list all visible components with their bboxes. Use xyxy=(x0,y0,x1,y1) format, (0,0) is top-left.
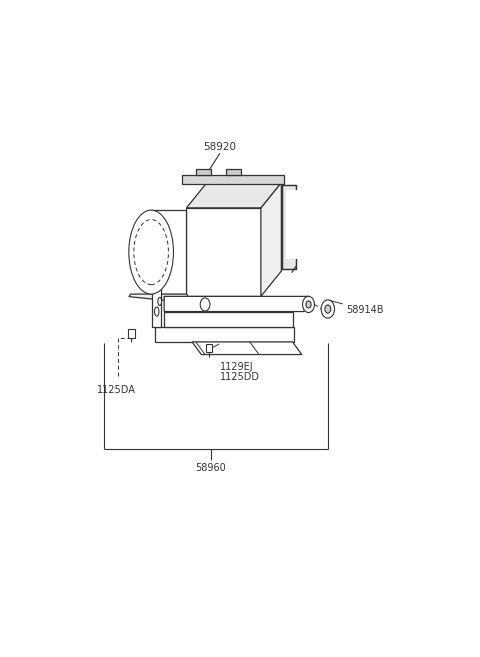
Polygon shape xyxy=(226,169,241,175)
Polygon shape xyxy=(129,294,193,303)
Circle shape xyxy=(302,296,314,313)
Polygon shape xyxy=(196,169,211,175)
Circle shape xyxy=(321,300,335,318)
Ellipse shape xyxy=(155,307,159,316)
Polygon shape xyxy=(282,185,296,269)
Polygon shape xyxy=(186,183,281,208)
Circle shape xyxy=(306,301,311,308)
Text: 1125DA: 1125DA xyxy=(97,385,136,395)
Polygon shape xyxy=(261,183,281,296)
Polygon shape xyxy=(164,296,309,311)
Text: 58920: 58920 xyxy=(204,142,237,152)
Ellipse shape xyxy=(129,210,173,294)
Polygon shape xyxy=(152,289,161,327)
Polygon shape xyxy=(286,190,298,260)
Polygon shape xyxy=(192,342,302,355)
Text: 58914B: 58914B xyxy=(347,305,384,315)
Polygon shape xyxy=(186,208,261,296)
Text: 1129EJ: 1129EJ xyxy=(220,362,253,372)
Circle shape xyxy=(325,305,331,313)
Circle shape xyxy=(200,298,210,311)
Polygon shape xyxy=(164,311,292,327)
Ellipse shape xyxy=(158,298,162,306)
Polygon shape xyxy=(186,296,267,304)
FancyBboxPatch shape xyxy=(206,344,212,352)
FancyBboxPatch shape xyxy=(128,329,135,338)
Polygon shape xyxy=(151,210,186,294)
Polygon shape xyxy=(155,327,294,342)
Polygon shape xyxy=(182,175,284,184)
Text: 1125DD: 1125DD xyxy=(220,373,260,382)
Text: 58960: 58960 xyxy=(195,463,226,473)
